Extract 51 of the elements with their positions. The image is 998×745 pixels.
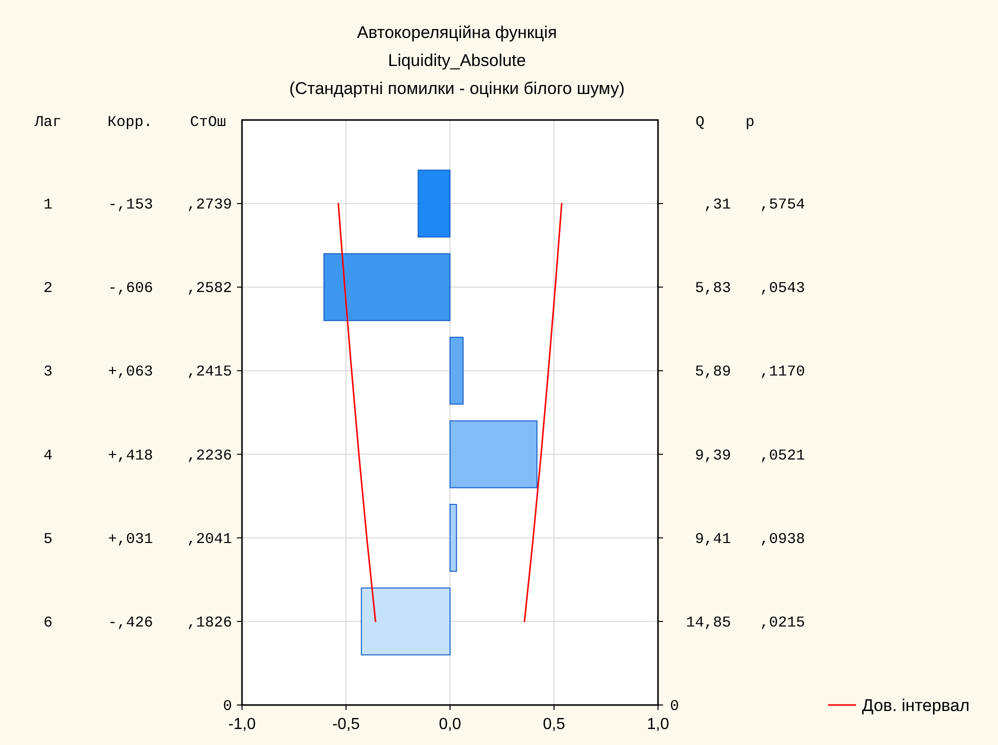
text: -,606 (108, 280, 153, 298)
text: +,031 (108, 530, 153, 548)
text: p (745, 114, 755, 131)
text: ,0215 (760, 614, 805, 632)
text: ,31 (704, 196, 731, 214)
text: 9,41 (694, 530, 731, 548)
text: Корр. (107, 114, 153, 131)
text: ,2582 (186, 280, 232, 298)
text: СтОш (190, 114, 226, 131)
text: 0 (670, 698, 680, 715)
text: 0 (222, 698, 232, 715)
text: +,418 (108, 447, 153, 464)
text: 5,83 (694, 280, 731, 298)
bar (360, 588, 450, 656)
text: 9,39 (694, 447, 731, 464)
text: Лаг (33, 114, 62, 131)
text: 2 (43, 280, 53, 298)
text: 1 (43, 196, 53, 214)
bar (450, 336, 464, 405)
text: ,0938 (760, 530, 805, 548)
text: 3 (43, 364, 53, 381)
x-tick-label: 0,5 (542, 716, 566, 733)
x-tick-label: -1,0 (228, 716, 256, 733)
bar (450, 504, 457, 572)
text: -,426 (108, 614, 153, 632)
text: ,0543 (760, 280, 805, 298)
x-tick-label: 0,0 (438, 716, 462, 733)
text: 5 (43, 530, 53, 548)
bar (323, 253, 450, 322)
text: ,0521 (760, 447, 805, 464)
text: ,2415 (186, 364, 232, 381)
text: -,153 (108, 196, 153, 214)
text: 5,89 (694, 364, 731, 381)
chart-subtitle: Liquidity_Absolute (Стандартні помилки - оцінки білого шуму) (289, 51, 625, 98)
text: 6 (43, 614, 53, 632)
text: ,2236 (186, 447, 232, 464)
bar (450, 420, 538, 488)
text: 14,85 (686, 614, 731, 632)
chart-title: Автокореляційна функція (356, 23, 558, 42)
bar (418, 170, 450, 238)
x-tick-label: 1,0 (646, 716, 670, 733)
text: ,1170 (760, 364, 805, 381)
text: ,2041 (186, 530, 232, 548)
text: Q (695, 114, 705, 131)
text: 4 (43, 447, 53, 464)
text: ,1826 (186, 614, 232, 632)
text: ,5754 (760, 196, 805, 214)
text: +,063 (108, 364, 153, 381)
legend-label: Дов. інтервал (862, 696, 970, 715)
text: ,2739 (186, 196, 232, 214)
x-tick-label: -0,5 (332, 716, 360, 733)
